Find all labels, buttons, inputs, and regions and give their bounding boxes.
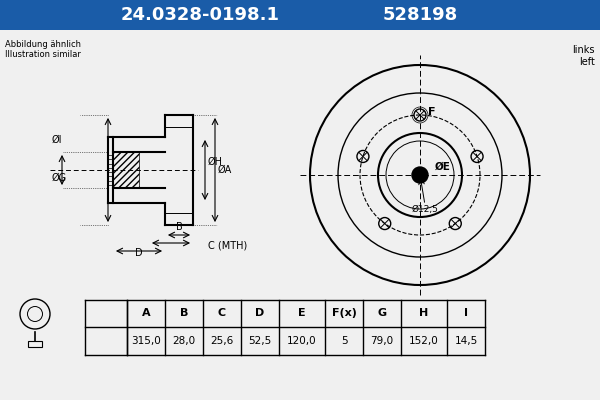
Text: C (MTH): C (MTH): [208, 240, 247, 250]
Circle shape: [412, 167, 428, 183]
Text: 152,0: 152,0: [409, 336, 439, 346]
Text: G: G: [377, 308, 386, 318]
Text: ØA: ØA: [218, 165, 232, 175]
Text: A: A: [142, 308, 151, 318]
Text: 120,0: 120,0: [287, 336, 317, 346]
Text: F(x): F(x): [332, 308, 356, 318]
Text: links
left: links left: [572, 45, 595, 67]
Text: Ø12,5: Ø12,5: [412, 205, 439, 214]
Text: 24.0328-0198.1: 24.0328-0198.1: [121, 6, 280, 24]
FancyBboxPatch shape: [28, 341, 42, 347]
FancyBboxPatch shape: [0, 0, 600, 30]
Text: H: H: [419, 308, 428, 318]
Text: 315,0: 315,0: [131, 336, 161, 346]
Text: I: I: [464, 308, 468, 318]
Text: E: E: [298, 308, 306, 318]
Text: 5: 5: [341, 336, 347, 346]
Text: ØH: ØH: [208, 157, 223, 167]
Text: 79,0: 79,0: [370, 336, 394, 346]
Text: C: C: [218, 308, 226, 318]
Bar: [113, 152, 139, 188]
Text: Abbildung ähnlich
Illustration similar: Abbildung ähnlich Illustration similar: [5, 40, 81, 59]
Text: 528198: 528198: [382, 6, 458, 24]
Text: 14,5: 14,5: [454, 336, 478, 346]
Text: ØG: ØG: [52, 173, 67, 183]
Text: D: D: [135, 248, 143, 258]
Text: ØI: ØI: [52, 135, 62, 145]
Text: F: F: [428, 107, 436, 117]
Text: 25,6: 25,6: [211, 336, 233, 346]
Text: D: D: [256, 308, 265, 318]
Text: 52,5: 52,5: [248, 336, 272, 346]
Text: B: B: [176, 222, 182, 232]
Text: ØE: ØE: [435, 162, 451, 172]
Text: B: B: [180, 308, 188, 318]
Text: 28,0: 28,0: [172, 336, 196, 346]
